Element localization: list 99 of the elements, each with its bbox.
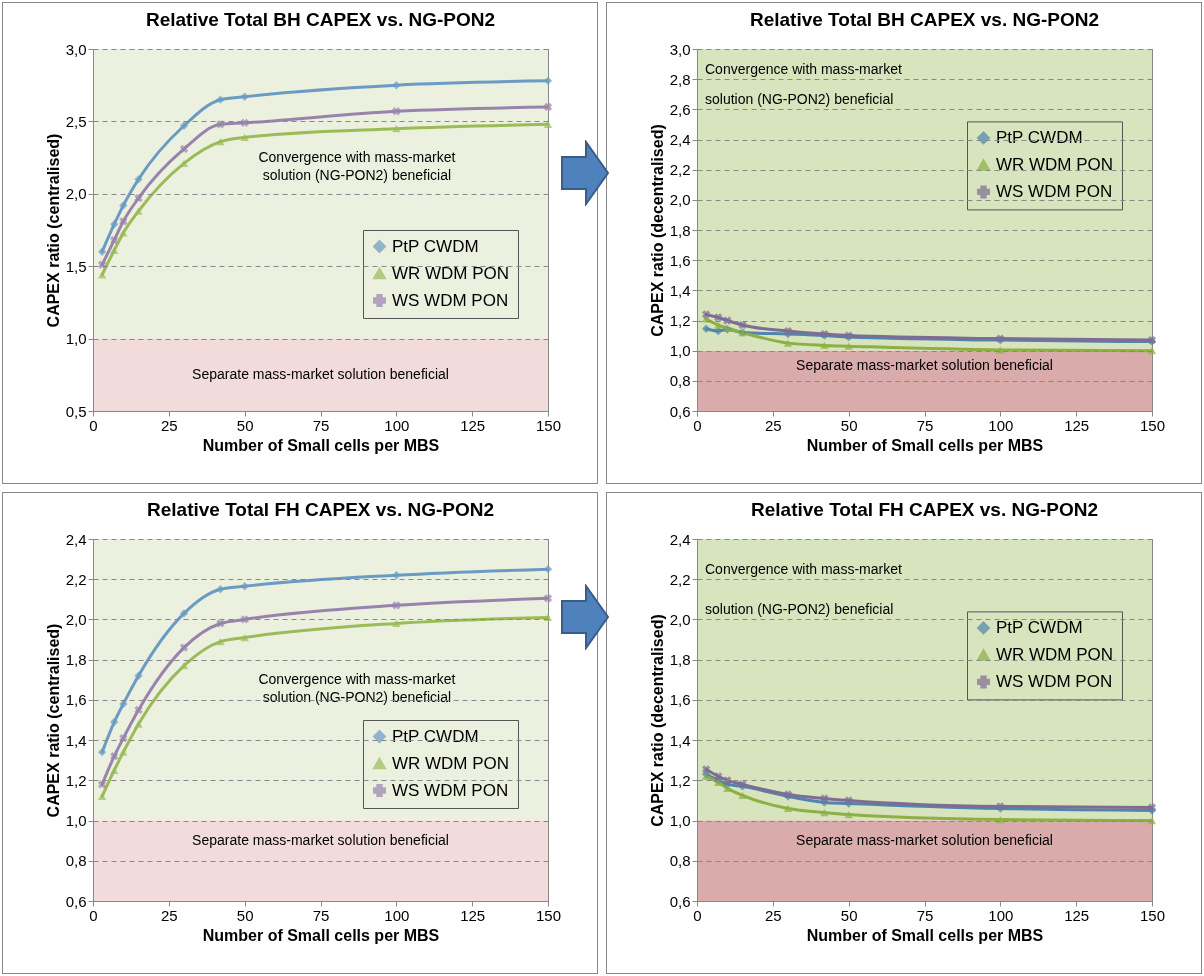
legend-label: WS WDM PON <box>392 780 509 800</box>
x-axis-title: Number of Small cells per MBS <box>806 436 1044 454</box>
x-tick-label: 150 <box>1139 906 1166 924</box>
x-tick-label: 50 <box>236 906 254 924</box>
y-tick-label: 1,4 <box>65 731 87 749</box>
y-tick-label: 2,2 <box>669 570 691 588</box>
y-tick-label: 1,6 <box>669 691 691 709</box>
y-tick-label: 1,8 <box>669 651 691 669</box>
y-tick-label: 0,5 <box>65 402 87 420</box>
legend-label: WR WDM PON <box>996 644 1114 664</box>
legend-label: PtP CWDM <box>996 127 1083 147</box>
y-tick-label: 1,0 <box>65 330 87 348</box>
y-tick-label: 1,5 <box>65 257 87 275</box>
x-tick-label: 50 <box>236 416 254 434</box>
y-tick-label: 1,0 <box>65 812 87 830</box>
y-axis-title: CAPEX ratio (centralised) <box>44 623 62 818</box>
x-tick-label: 75 <box>312 906 330 924</box>
y-tick-label: 1,2 <box>65 771 87 789</box>
y-tick-label: 2,5 <box>65 112 87 130</box>
legend-label: WS WDM PON <box>392 290 509 310</box>
legend-label: PtP CWDM <box>392 726 479 746</box>
legend-label: WS WDM PON <box>996 181 1113 201</box>
x-tick-label: 75 <box>312 416 330 434</box>
x-axis-title: Number of Small cells per MBS <box>202 926 440 944</box>
y-tick-label: 1,4 <box>669 281 691 299</box>
band-label: Convergence with mass-market solution (NG-PON2) beneficial <box>705 61 902 108</box>
y-tick-label: 2,2 <box>669 161 691 179</box>
x-tick-label: 150 <box>535 906 562 924</box>
x-tick-label: 25 <box>160 416 178 434</box>
y-axis-title: CAPEX ratio (centralised) <box>44 133 62 328</box>
x-tick-label: 0 <box>89 906 98 924</box>
chart-title: Relative Total FH CAPEX vs. NG-PON2 <box>750 499 1099 520</box>
x-axis-title: Number of Small cells per MBS <box>202 436 440 454</box>
x-tick-label: 100 <box>384 416 410 434</box>
y-axis-title: CAPEX ratio (decentralised) <box>648 124 666 337</box>
y-tick-label: 1,6 <box>65 691 87 709</box>
y-axis-title: CAPEX ratio (decentralised) <box>648 614 666 827</box>
band-label: Separate mass-market solution beneficial <box>192 831 449 848</box>
legend-label: WR WDM PON <box>392 263 510 283</box>
y-tick-label: 2,0 <box>65 610 87 628</box>
y-tick-label: 0,8 <box>669 372 691 390</box>
y-tick-label: 1,4 <box>669 731 691 749</box>
band-label: Convergence with mass-market solution (NG-PON2) beneficial <box>258 148 456 183</box>
y-tick-label: 3,0 <box>669 40 691 58</box>
x-tick-label: 100 <box>988 906 1014 924</box>
y-tick-label: 0,6 <box>669 892 691 910</box>
x-tick-label: 75 <box>916 416 934 434</box>
x-tick-label: 150 <box>535 416 562 434</box>
y-tick-label: 2,0 <box>65 185 87 203</box>
y-tick-label: 0,6 <box>669 402 691 420</box>
x-tick-label: 50 <box>840 906 858 924</box>
x-tick-label: 0 <box>693 906 702 924</box>
legend-label: PtP CWDM <box>996 617 1083 637</box>
y-tick-label: 2,0 <box>669 610 691 628</box>
legend-label: WR WDM PON <box>996 154 1114 174</box>
y-tick-label: 0,8 <box>669 852 691 870</box>
y-tick-label: 1,0 <box>669 812 691 830</box>
y-tick-label: 2,2 <box>65 570 87 588</box>
x-tick-label: 125 <box>1064 416 1090 434</box>
x-tick-label: 125 <box>1064 906 1090 924</box>
y-tick-label: 3,0 <box>65 40 87 58</box>
band-label: Separate mass-market solution beneficial <box>796 356 1053 373</box>
y-tick-label: 1,8 <box>65 651 87 669</box>
x-tick-label: 0 <box>89 416 98 434</box>
chart-title: Relative Total BH CAPEX vs. NG-PON2 <box>749 9 1100 30</box>
x-tick-label: 100 <box>384 906 410 924</box>
x-tick-label: 125 <box>460 906 486 924</box>
y-tick-label: 2,6 <box>669 100 691 118</box>
x-tick-label: 25 <box>764 416 782 434</box>
y-tick-label: 1,2 <box>669 771 691 789</box>
x-tick-label: 0 <box>693 416 702 434</box>
x-tick-label: 25 <box>764 906 782 924</box>
x-tick-label: 25 <box>160 906 178 924</box>
chart-title: Relative Total FH CAPEX vs. NG-PON2 <box>146 499 495 520</box>
y-tick-label: 1,2 <box>669 312 691 329</box>
y-tick-label: 0,6 <box>65 892 87 910</box>
y-tick-label: 2,4 <box>669 530 691 548</box>
x-tick-label: 75 <box>916 906 934 924</box>
y-tick-label: 2,0 <box>669 191 691 209</box>
y-tick-label: 2,4 <box>669 131 691 148</box>
y-tick-label: 1,0 <box>669 342 691 360</box>
x-axis-title: Number of Small cells per MBS <box>806 926 1044 944</box>
y-tick-label: 2,4 <box>65 530 87 548</box>
legend-label: WS WDM PON <box>996 671 1113 691</box>
band-label: Separate mass-market solution beneficial <box>192 365 449 382</box>
band-label: Convergence with mass-market solution (NG-PON2) beneficial <box>258 670 456 705</box>
x-tick-label: 50 <box>840 416 858 434</box>
y-tick-label: 0,8 <box>65 852 87 870</box>
chart-title: Relative Total BH CAPEX vs. NG-PON2 <box>145 9 496 30</box>
y-tick-label: 1,6 <box>669 251 691 269</box>
x-tick-label: 125 <box>460 416 486 434</box>
text: Convergence with mass-market solution (NG-PON2) beneficial <box>705 561 902 618</box>
x-tick-label: 150 <box>1139 416 1166 434</box>
y-tick-label: 2,8 <box>669 70 691 88</box>
legend-label: PtP CWDM <box>392 236 479 256</box>
x-tick-label: 100 <box>988 416 1014 434</box>
band-label: Separate mass-market solution beneficial <box>796 831 1053 848</box>
legend-label: WR WDM PON <box>392 753 510 773</box>
y-tick-label: 1,8 <box>669 221 691 239</box>
